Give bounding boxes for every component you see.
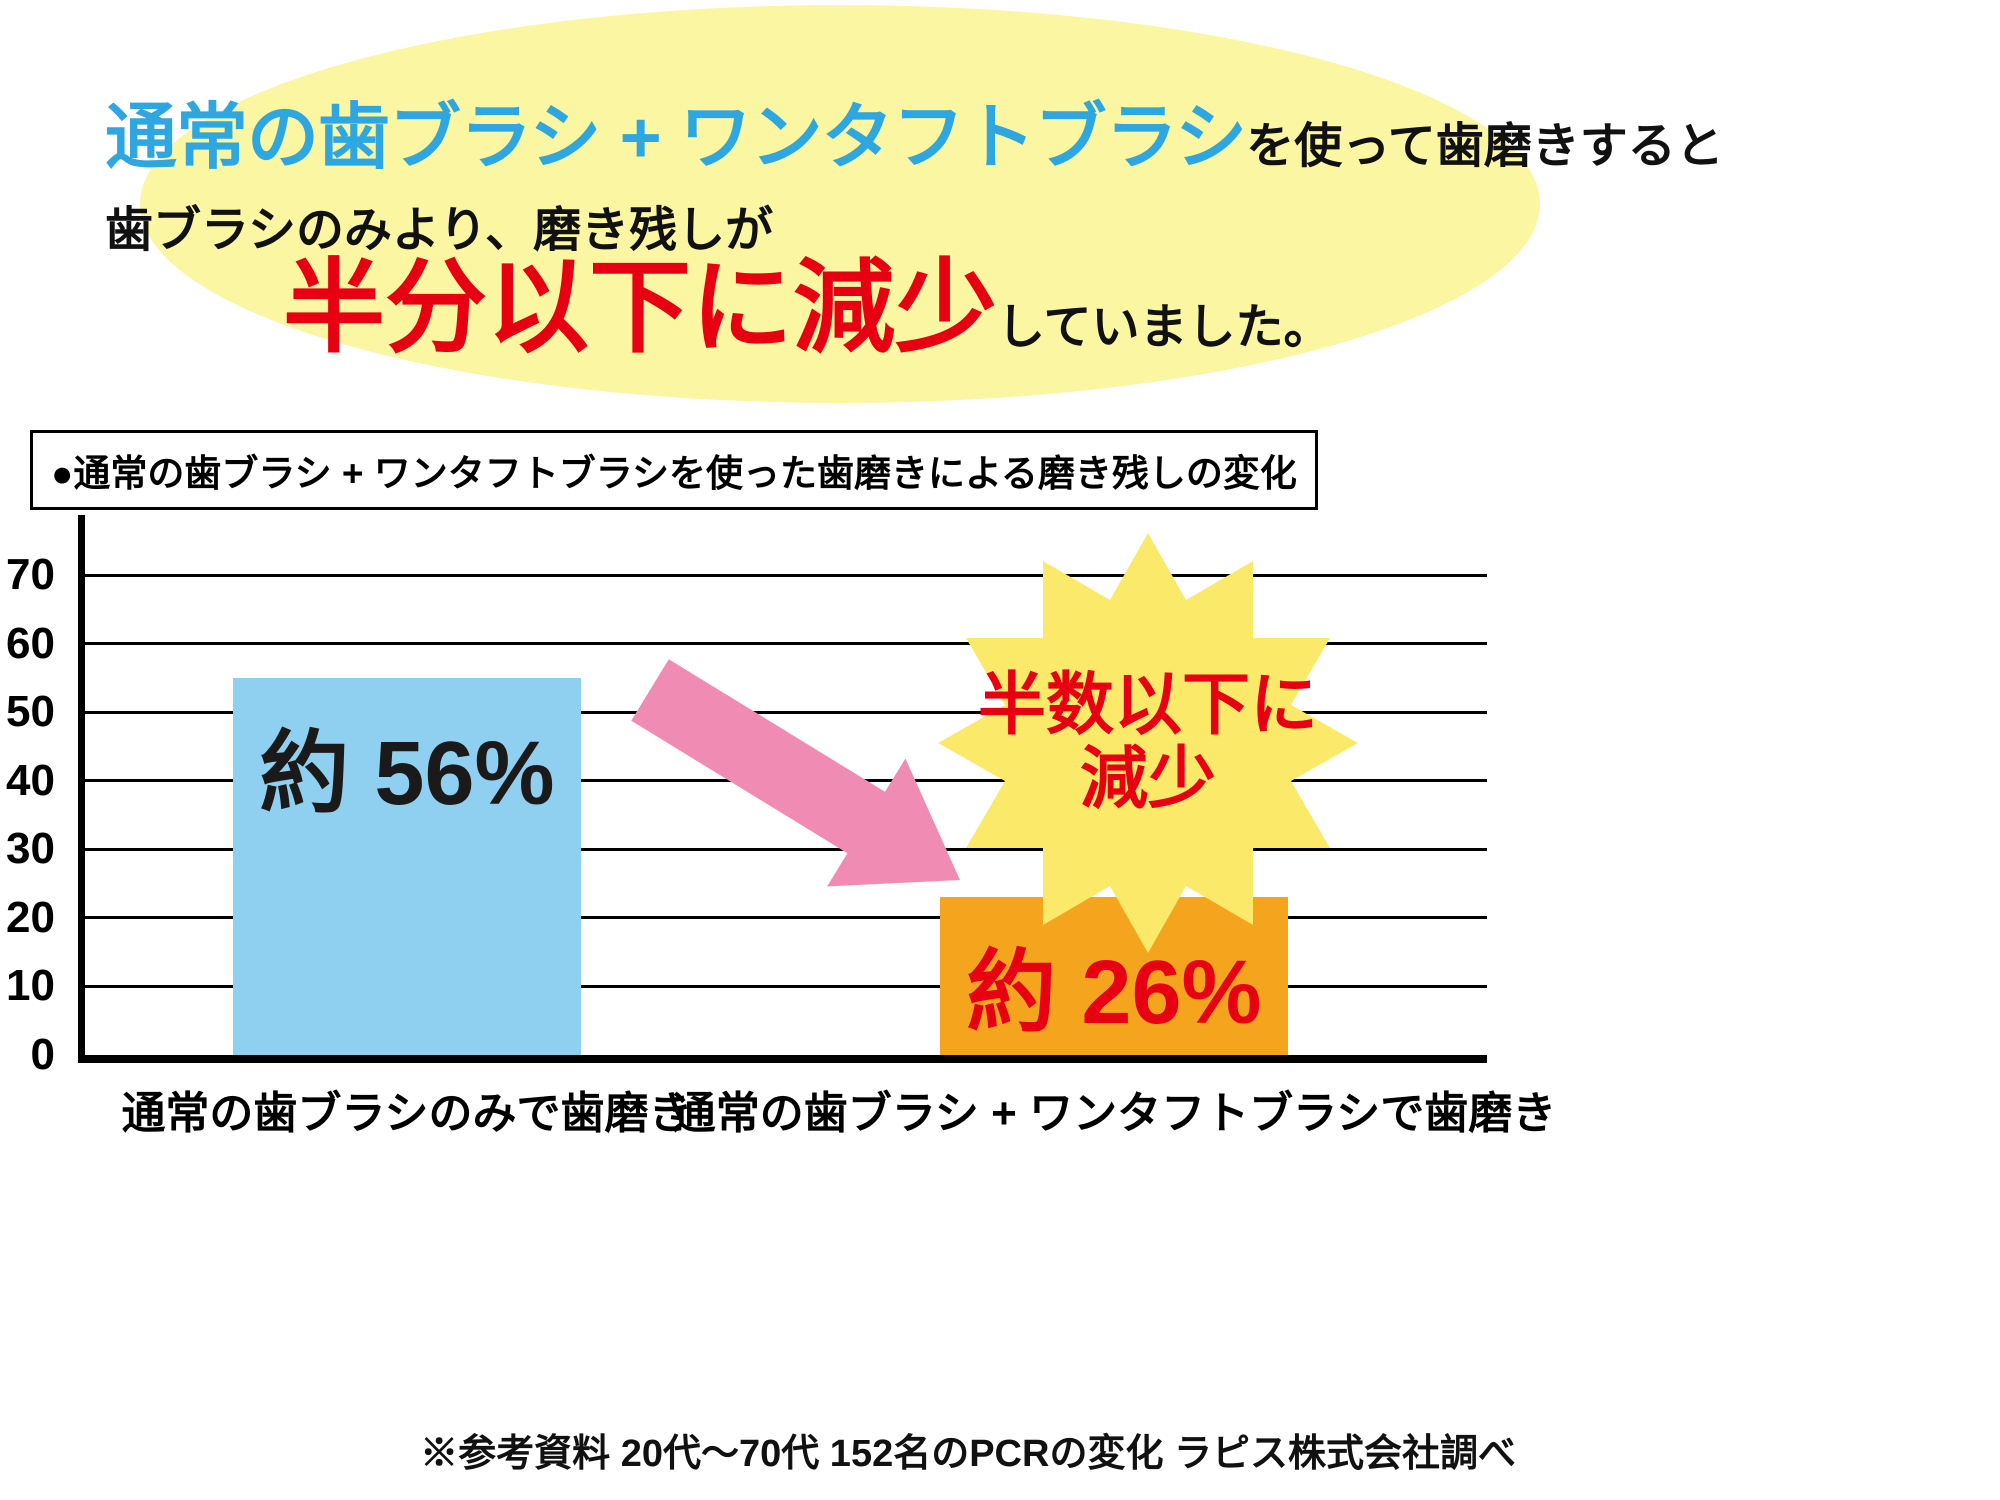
y-axis-tick-label: 40 xyxy=(6,755,55,805)
headline-line3-suffix: していました。 xyxy=(997,301,1332,354)
decrease-arrow-icon xyxy=(631,659,960,887)
chart-title: ●通常の歯ブラシ + ワンタフトブラシを使った歯磨きによる磨き残しの変化 xyxy=(30,430,1318,510)
gridline xyxy=(85,710,1487,714)
y-axis-tick-label: 10 xyxy=(6,961,55,1011)
y-axis-tick-label: 30 xyxy=(6,824,55,874)
y-axis-tick-label: 50 xyxy=(6,687,55,737)
y-axis-tick-label: 70 xyxy=(6,550,55,600)
x-axis-category-label: 通常の歯ブラシのみで歯磨き xyxy=(121,1089,693,1138)
headline-line1-suffix: を使って歯磨きすると xyxy=(1246,120,1724,173)
bar-toothbrush-plus-onetuft: 約 26% xyxy=(940,897,1288,1055)
headline-emphasis: 半分以下に減少 xyxy=(283,251,997,365)
gridline xyxy=(85,984,1487,988)
y-axis-tick-label: 60 xyxy=(6,618,55,668)
starburst-icon xyxy=(938,533,1358,953)
gridline xyxy=(85,847,1487,851)
gridline xyxy=(85,642,1487,646)
headline-line2: 歯ブラシのみより、磨き残しが xyxy=(105,204,774,257)
gridline xyxy=(85,916,1487,920)
starburst-annotation: 半数以下に 減少 xyxy=(928,668,1368,816)
bar-value-label: 約 56% xyxy=(259,723,555,824)
bar-toothbrush-only: 約 56% xyxy=(233,677,581,1055)
x-axis-category-label: 通常の歯ブラシ + ワンタフトブラシで歯磨き xyxy=(671,1089,1557,1138)
headline-product-name: 通常の歯ブラシ + ワンタフトブラシ xyxy=(105,98,1247,178)
y-axis-tick-label: 20 xyxy=(6,892,55,942)
gridline xyxy=(85,573,1487,577)
footnote: ※参考資料 20代～70代 152名のPCRの変化 ラピス株式会社調べ xyxy=(420,1433,1516,1475)
starburst-annotation-line2: 減少 xyxy=(1079,741,1216,818)
bar-chart-plot: 0 10 20 30 40 50 60 70 約 56% 通常の歯ブラシのみで歯磨き 約 26% 通常… xyxy=(6,515,1556,1138)
headline-line1: 通常の歯ブラシ + ワンタフトブラシを使って歯磨きすると xyxy=(105,78,1724,183)
starburst-annotation-line1: 半数以下に xyxy=(977,667,1318,743)
bar-value-label: 約 26% xyxy=(966,943,1262,1044)
y-axis-tick-label: 0 xyxy=(30,1030,55,1079)
headline-line3: 半分以下に減少していました。 xyxy=(283,252,1332,364)
highlight-ellipse xyxy=(140,5,1540,403)
